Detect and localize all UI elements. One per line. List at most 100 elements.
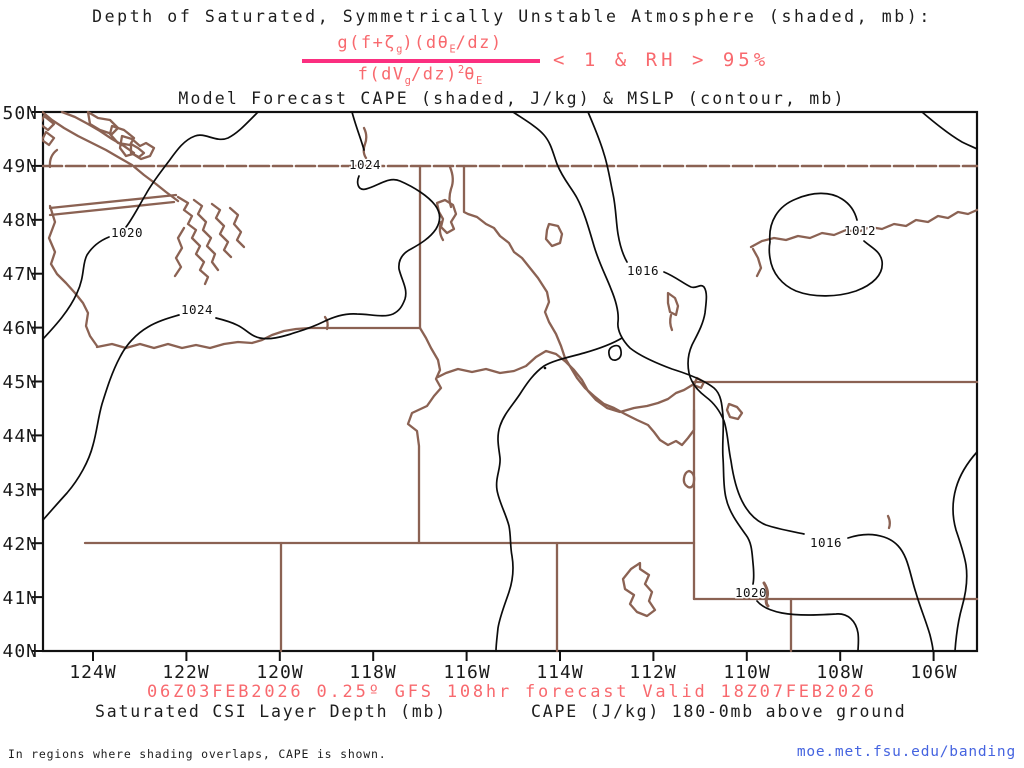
lat-label: 45N [2, 372, 38, 393]
formula-den-sub: g [404, 75, 411, 88]
puget-sound-channel [176, 195, 210, 286]
great-salt-lake [621, 561, 657, 618]
contour-1020-trough [495, 337, 623, 652]
lat-label: 41N [2, 588, 38, 609]
small-reservoir [886, 514, 891, 530]
puget-sound-channel [192, 198, 220, 272]
lon-label: 118W [349, 662, 396, 683]
lat-label: 42N [2, 534, 38, 555]
contour-dot [543, 366, 547, 370]
lat-label: 50N [2, 103, 38, 124]
formula-num-sub: E [449, 43, 456, 56]
lat-label: 43N [2, 480, 38, 501]
formula-fraction-bar [302, 58, 540, 63]
contour-label: 1016 [627, 263, 659, 278]
yellowstone-lake [725, 402, 744, 421]
shading-overlap-note: In regions where shading overlaps, CAPE … [8, 747, 387, 761]
legend-csi-depth: Saturated CSI Layer Depth (mb) [95, 702, 448, 721]
contour-1020-main [512, 111, 860, 652]
contour-northeast-corner [921, 111, 978, 150]
snake-river [436, 349, 696, 414]
lon-label: 108W [816, 662, 863, 683]
contour-southeast-edge [952, 451, 978, 652]
lat-label: 46N [2, 318, 38, 339]
formula-den-part: f(dV [357, 64, 405, 85]
geography-overlay [762, 581, 770, 608]
flaming-gorge-reservoir [762, 581, 770, 608]
formula-num-part: g(f+ζ [337, 33, 397, 53]
lat-label: 47N [2, 264, 38, 285]
okanagan-river [362, 126, 368, 160]
river-hook [751, 247, 763, 278]
formula-den-sub: E [475, 75, 483, 88]
website-link[interactable]: moe.met.fsu.edu/banding [796, 744, 1016, 760]
lat-label: 44N [2, 426, 38, 447]
mslp-contours [42, 111, 978, 652]
contour-small-closed [608, 344, 622, 361]
lon-label: 114W [536, 662, 583, 683]
lon-label: 124W [69, 662, 116, 683]
formula-condition: < 1 & RH > 95% [553, 49, 770, 71]
lon-label: 106W [910, 662, 957, 683]
missouri-river-tail [669, 313, 674, 332]
puget-sound-channel [210, 202, 233, 259]
puget-sound-channel [228, 206, 246, 249]
columbia-river-border [95, 326, 312, 350]
island-blob [129, 142, 146, 159]
lake-pend-oreille [435, 198, 458, 235]
formula-num-part: /dz) [455, 33, 503, 53]
canyon-ferry-lake [666, 291, 680, 317]
lat-label: 49N [2, 156, 38, 177]
contour-label: 1024 [181, 302, 213, 317]
hood-canal [173, 226, 186, 278]
lon-label: 120W [256, 662, 303, 683]
bear-lake [682, 469, 696, 489]
contour-label: 1020 [735, 585, 767, 600]
border-id-mt [462, 164, 696, 447]
strait-juan-de-fuca-south [48, 200, 176, 217]
page-subtitle: Model Forecast CAPE (shaded, J/kg) & MSL… [178, 89, 846, 108]
lon-label: 116W [443, 662, 490, 683]
formula-num-sub: g [396, 43, 403, 56]
island-blob [42, 130, 56, 147]
san-juan-islands [118, 134, 156, 161]
contour-value-labels: 1024 1020 1024 1016 1012 1016 1020 [109, 156, 877, 602]
island-blob [42, 114, 56, 132]
contour-1024-main [42, 111, 441, 521]
island-blob [86, 111, 120, 136]
lon-label: 122W [162, 662, 209, 683]
contour-label: 1016 [810, 535, 842, 550]
lon-label: 112W [629, 662, 676, 683]
bc-coastline [42, 111, 180, 203]
vancouver-island-tip [48, 148, 59, 169]
axis-ticks [32, 111, 935, 661]
river-tail [438, 220, 445, 242]
fort-peck-missouri-river [749, 208, 978, 249]
x-axis-labels: 124W 122W 120W 118W 116W 114W 112W 110W … [69, 662, 957, 683]
lat-label: 48N [2, 210, 38, 231]
lat-label: 40N [2, 641, 38, 662]
lon-label: 110W [723, 662, 770, 683]
formula-num-part: )(dθ [402, 33, 450, 53]
formula-denominator: f(dVg/dz)2θE [298, 64, 542, 87]
contour-1016 [587, 111, 934, 652]
page-title: Depth of Saturated, Symmetrically Unstab… [92, 7, 932, 26]
y-axis-labels: 50N 49N 48N 47N 46N 45N 44N 43N 42N 41N … [2, 103, 38, 662]
border-or-id-snake [406, 326, 443, 545]
formula-den-part: /dz) [410, 64, 458, 85]
formula-den-sup: 2 [457, 64, 465, 76]
contour-1020-northwest [42, 111, 259, 340]
contour-label: 1020 [111, 225, 143, 240]
formula-den-part: θ [464, 64, 476, 85]
columbia-upper-river [448, 165, 454, 209]
formula-numerator: g(f+ζg)(dθE/dz) [298, 33, 542, 55]
olympic-coastline [47, 204, 99, 348]
contour-1012-closed-low [768, 192, 883, 297]
contour-label: 1012 [844, 223, 876, 238]
moses-lake [323, 315, 329, 331]
flathead-lake [544, 222, 564, 248]
legend-cape: CAPE (J/kg) 180-0mb above ground [531, 702, 907, 721]
contour-label: 1024 [349, 157, 381, 172]
